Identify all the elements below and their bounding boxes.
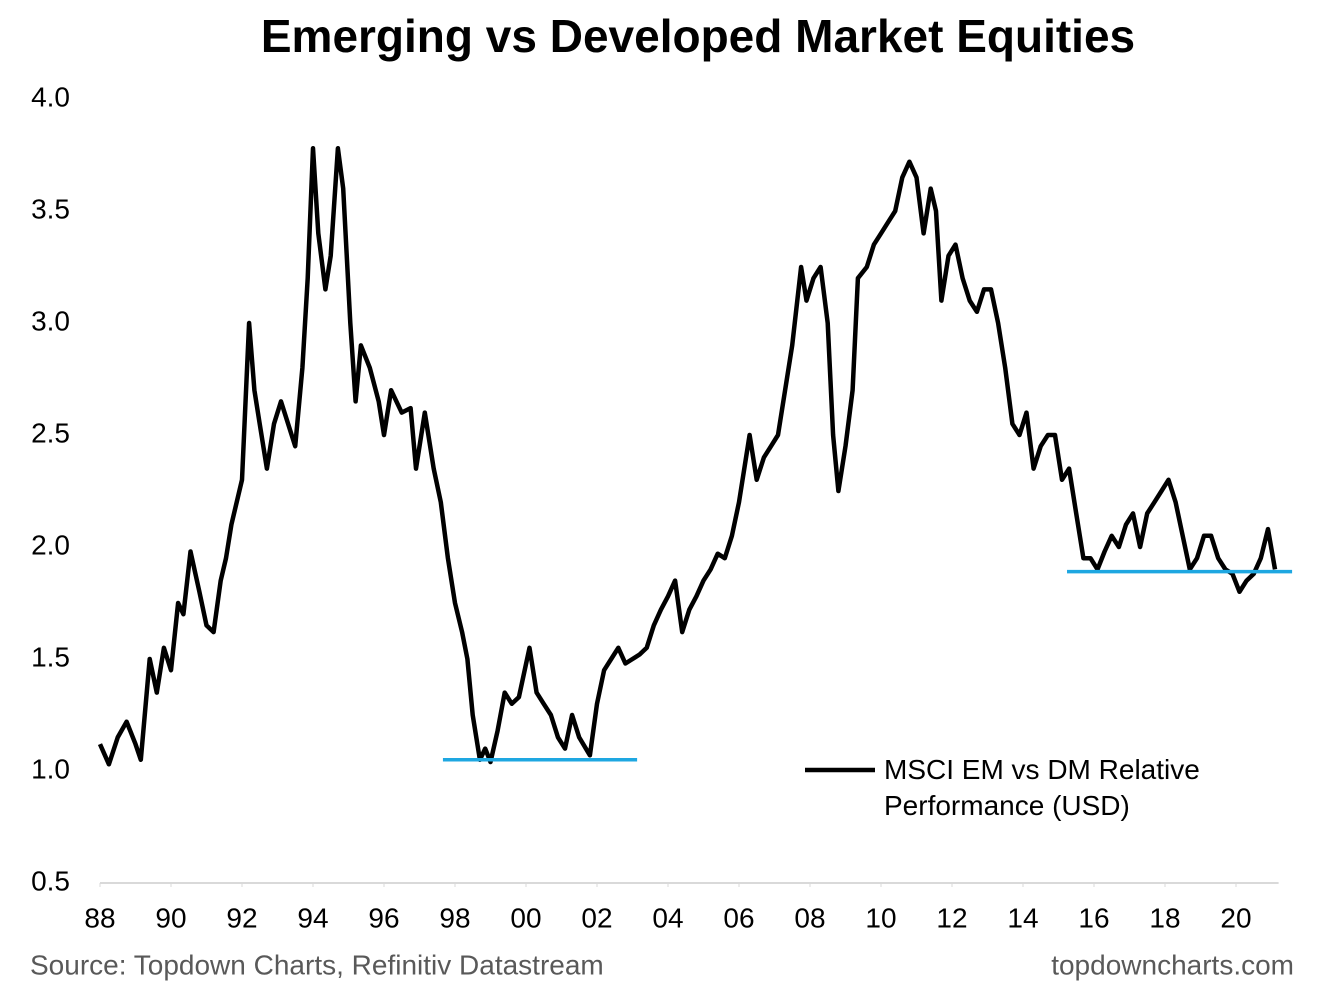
- series-line: [97, 146, 1278, 767]
- x-tick-label: 12: [936, 902, 967, 933]
- x-tick-label: 10: [865, 902, 896, 933]
- x-tick-label: 00: [510, 902, 541, 933]
- x-tick-label: 14: [1007, 902, 1038, 933]
- chart-title: Emerging vs Developed Market Equities: [261, 10, 1135, 62]
- y-tick-label: 0.5: [31, 865, 70, 896]
- x-tick-label: 94: [297, 902, 328, 933]
- x-tick-label: 06: [723, 902, 754, 933]
- y-tick-label: 4.0: [31, 81, 70, 112]
- x-tick-label: 20: [1220, 902, 1251, 933]
- website: topdowncharts.com: [1051, 949, 1294, 980]
- x-tick-label: 88: [84, 902, 115, 933]
- y-tick-label: 1.5: [31, 641, 70, 672]
- x-tick-label: 02: [581, 902, 612, 933]
- x-tick-label: 96: [368, 902, 399, 933]
- legend-label: MSCI EM vs DM Relative Performance (USD): [884, 754, 1200, 821]
- y-tick-label: 1.0: [31, 753, 70, 784]
- x-tick-label: 18: [1149, 902, 1180, 933]
- x-tick-label: 08: [794, 902, 825, 933]
- y-tick-label: 2.0: [31, 529, 70, 560]
- y-tick-label: 3.0: [31, 305, 70, 336]
- x-tick-label: 16: [1078, 902, 1109, 933]
- y-tick-label: 2.5: [31, 417, 70, 448]
- x-tick-label: 98: [439, 902, 470, 933]
- x-tick-label: 92: [226, 902, 257, 933]
- x-tick-label: 90: [155, 902, 186, 933]
- source-note: Source: Topdown Charts, Refinitiv Datast…: [30, 949, 604, 980]
- x-tick-label: 04: [652, 902, 683, 933]
- y-tick-label: 3.5: [31, 193, 70, 224]
